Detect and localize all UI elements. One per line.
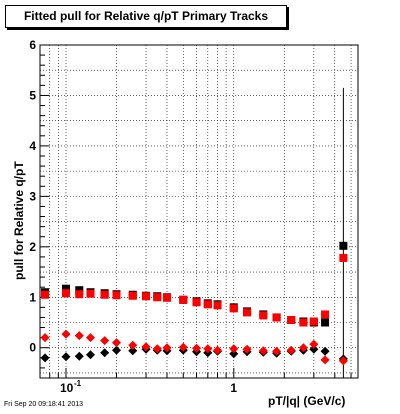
data-point-diamond bbox=[242, 344, 252, 354]
data-point-square bbox=[339, 241, 348, 250]
y-tick-label: 0 bbox=[29, 341, 36, 355]
y-tick-label: 4 bbox=[29, 139, 36, 153]
data-point-diamond bbox=[203, 344, 213, 354]
y-axis-label: pull for Relative q/pT bbox=[12, 161, 26, 280]
y-tick-label: 5 bbox=[29, 88, 36, 102]
plot-frame bbox=[39, 44, 359, 379]
data-point-square bbox=[287, 315, 296, 324]
data-point-diamond bbox=[111, 345, 121, 355]
data-point-square bbox=[272, 313, 281, 322]
data-point-square bbox=[153, 293, 162, 302]
data-point-diamond bbox=[141, 342, 151, 352]
chart-title: Fitted pull for Relative q/pT Primary Tr… bbox=[5, 5, 287, 28]
data-point-diamond bbox=[272, 346, 282, 356]
data-point-diamond bbox=[74, 351, 84, 361]
data-point-diamond bbox=[229, 349, 239, 359]
data-point-diamond bbox=[128, 340, 138, 350]
data-point-diamond bbox=[86, 333, 96, 343]
data-point-diamond bbox=[338, 356, 348, 366]
y-tick-label: 6 bbox=[29, 38, 36, 52]
data-point-square bbox=[128, 291, 137, 300]
data-point-diamond bbox=[86, 350, 96, 360]
data-point-square bbox=[86, 289, 95, 298]
data-point-square bbox=[321, 310, 330, 319]
data-point-diamond bbox=[40, 353, 50, 363]
data-point-diamond bbox=[192, 343, 202, 353]
x-tick-label: 10 bbox=[60, 381, 74, 395]
data-point-diamond bbox=[100, 336, 110, 346]
data-point-diamond bbox=[258, 346, 268, 356]
data-point-diamond bbox=[320, 346, 330, 356]
x-tick-label-exponent: -1 bbox=[74, 379, 82, 388]
timestamp: Fri Sep 20 09:18:41 2013 bbox=[4, 401, 84, 408]
data-point-diamond bbox=[298, 343, 308, 353]
data-point-diamond bbox=[229, 344, 239, 354]
data-point-square bbox=[75, 286, 84, 295]
data-point-square bbox=[41, 290, 50, 299]
data-point-square bbox=[163, 293, 172, 302]
y-tick-label: 3 bbox=[29, 189, 36, 203]
x-axis-label: pT/|q| (GeV/c) bbox=[268, 394, 346, 408]
data-point-square bbox=[259, 311, 268, 320]
data-point-square bbox=[309, 317, 318, 326]
data-point-diamond bbox=[286, 345, 296, 355]
data-point-square bbox=[61, 289, 70, 298]
data-point-square bbox=[243, 308, 252, 317]
data-point-diamond bbox=[61, 352, 71, 362]
data-point-square bbox=[203, 300, 212, 309]
data-point-diamond bbox=[320, 355, 330, 365]
data-point-diamond bbox=[74, 331, 84, 341]
data-point-diamond bbox=[162, 343, 172, 353]
data-point-diamond bbox=[152, 344, 162, 354]
y-tick-label: 2 bbox=[29, 240, 36, 254]
data-point-diamond bbox=[111, 338, 121, 348]
data-point-square bbox=[192, 298, 201, 307]
data-point-square bbox=[100, 290, 109, 299]
data-point-square bbox=[142, 292, 151, 301]
data-point-diamond bbox=[178, 342, 188, 352]
data-point-diamond bbox=[40, 333, 50, 343]
data-point-square bbox=[112, 291, 121, 300]
data-point-square bbox=[213, 301, 222, 310]
data-point-square bbox=[179, 295, 188, 304]
data-point-diamond bbox=[309, 339, 319, 349]
data-point-diamond bbox=[309, 344, 319, 354]
data-point-square bbox=[321, 318, 330, 327]
data-point-diamond bbox=[61, 329, 71, 339]
data-point-diamond bbox=[128, 346, 138, 356]
data-point-square bbox=[61, 284, 70, 293]
y-tick-label: 1 bbox=[29, 290, 36, 304]
data-point-square bbox=[339, 253, 348, 262]
x-tick-label: 1 bbox=[230, 381, 237, 395]
data-point-diamond bbox=[100, 348, 110, 358]
data-point-square bbox=[75, 290, 84, 299]
data-point-diamond bbox=[213, 345, 223, 355]
data-point-square bbox=[299, 318, 308, 327]
data-point-square bbox=[229, 304, 238, 313]
